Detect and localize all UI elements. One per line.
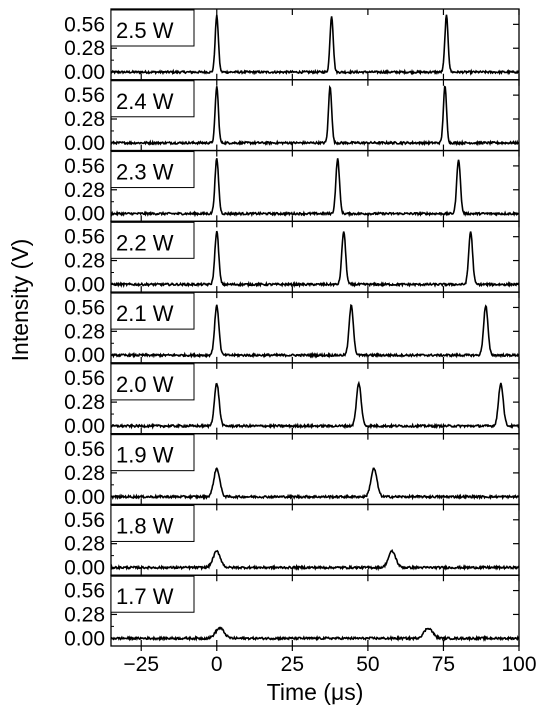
y-tick-label: 0.00 bbox=[64, 415, 105, 438]
panel-2-5W: 0.000.280.56 2.5 W bbox=[64, 8, 520, 84]
x-tick-label: 25 bbox=[281, 653, 304, 676]
x-axis: −25 0 25 50 75 100 bbox=[123, 646, 537, 676]
pulse-trace bbox=[111, 304, 519, 359]
y-tick-label: 0.56 bbox=[64, 84, 105, 107]
y-tick-label: 0.28 bbox=[64, 533, 105, 556]
y-tick-label: 0.00 bbox=[64, 344, 105, 367]
power-label: 2.0 W bbox=[116, 372, 174, 397]
power-label: 2.2 W bbox=[116, 230, 174, 255]
y-tick-label: 0.00 bbox=[64, 203, 105, 226]
y-tick-label: 0.00 bbox=[64, 627, 105, 650]
power-label: 2.3 W bbox=[116, 160, 174, 185]
x-tick-label: 0 bbox=[211, 653, 223, 676]
power-label-box bbox=[110, 221, 195, 259]
x-tick-label: −25 bbox=[123, 653, 159, 676]
x-tick-label: 75 bbox=[432, 653, 455, 676]
y-tick-label: 0.56 bbox=[64, 438, 105, 461]
power-label: 2.1 W bbox=[116, 301, 174, 326]
y-tick-label: 0.00 bbox=[64, 61, 105, 84]
power-label-box bbox=[110, 292, 195, 330]
power-label-box bbox=[110, 363, 195, 401]
pulse-trace bbox=[111, 230, 519, 288]
power-label-box bbox=[110, 575, 195, 613]
y-tick-label: 0.56 bbox=[64, 226, 105, 249]
power-label: 1.9 W bbox=[116, 443, 174, 468]
panel-2-0W: 0.000.280.56 2.0 W bbox=[64, 362, 520, 438]
y-tick-label: 0.00 bbox=[64, 132, 105, 155]
y-tick-label: 0.28 bbox=[64, 320, 105, 343]
x-tick-label: 50 bbox=[356, 653, 379, 676]
y-tick-label: 0.56 bbox=[64, 13, 105, 36]
power-label-box bbox=[110, 9, 195, 47]
y-tick-label: 0.28 bbox=[64, 462, 105, 485]
pulse-trace bbox=[111, 158, 519, 218]
power-label-box bbox=[110, 504, 195, 542]
power-label-box bbox=[110, 80, 195, 118]
panel-1-7W: 0.000.280.56 1.7 W bbox=[64, 574, 520, 650]
y-tick-label: 0.28 bbox=[64, 108, 105, 131]
power-label: 1.8 W bbox=[116, 513, 174, 538]
y-tick-label: 0.00 bbox=[64, 486, 105, 509]
pulse-trace bbox=[111, 626, 519, 643]
panel-2-4W: 0.000.280.56 2.4 W bbox=[64, 79, 520, 155]
panel-2-3W: 0.000.280.56 2.3 W bbox=[64, 149, 520, 226]
panel-2-1W: 0.000.280.56 2.1 W bbox=[64, 291, 520, 367]
pulse-trace bbox=[111, 14, 519, 76]
y-tick-label: 0.56 bbox=[64, 580, 105, 603]
y-tick-label: 0.28 bbox=[64, 250, 105, 273]
y-tick-label: 0.28 bbox=[64, 603, 105, 626]
power-label: 2.4 W bbox=[116, 89, 174, 114]
y-tick-label: 0.00 bbox=[64, 557, 105, 580]
power-label-box bbox=[110, 151, 195, 189]
y-tick-label: 0.28 bbox=[64, 37, 105, 60]
y-tick-label: 0.56 bbox=[64, 155, 105, 178]
y-axis-title: Intensity (V) bbox=[7, 239, 33, 362]
power-label: 2.5 W bbox=[116, 18, 174, 43]
panels-layer: 0.000.280.56 2.5 W0.000.280.56 2.4 W0.000.… bbox=[64, 8, 520, 650]
y-tick-label: 0.56 bbox=[64, 296, 105, 319]
y-tick-label: 0.28 bbox=[64, 179, 105, 202]
power-label-box bbox=[110, 434, 195, 472]
y-tick-label: 0.56 bbox=[64, 509, 105, 532]
pulse-trace bbox=[111, 548, 519, 572]
panel-2-2W: 0.000.280.56 2.2 W bbox=[64, 220, 520, 296]
pulse-trace bbox=[111, 84, 519, 147]
y-tick-label: 0.28 bbox=[64, 391, 105, 414]
x-axis-title: Time (μs) bbox=[267, 679, 364, 705]
power-label: 1.7 W bbox=[116, 584, 174, 609]
panel-1-9W: 0.000.280.56 1.9 W bbox=[64, 433, 520, 509]
y-tick-label: 0.56 bbox=[64, 367, 105, 390]
pulse-trace bbox=[111, 467, 519, 501]
pulse-trace bbox=[111, 380, 519, 430]
panel-1-8W: 0.000.280.56 1.8 W bbox=[64, 503, 520, 580]
y-tick-label: 0.00 bbox=[64, 273, 105, 296]
x-tick-label: 100 bbox=[501, 653, 536, 676]
